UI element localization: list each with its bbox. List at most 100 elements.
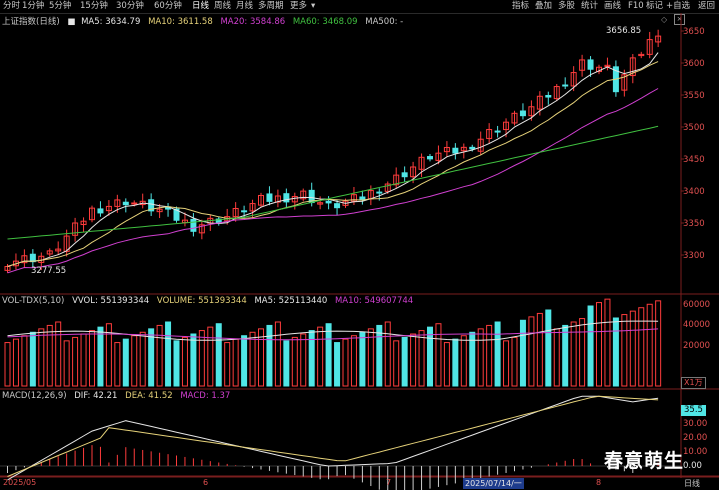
btn-statistics[interactable]: 统计 <box>581 1 599 11</box>
volume-bar <box>80 333 87 387</box>
period-toolbar: 分时 1分钟 5分钟 15分钟 30分钟 60分钟 日线 周线 月线 多周期 更… <box>0 0 719 14</box>
candle-body <box>291 196 298 203</box>
candle-body <box>621 74 628 91</box>
candle-body <box>562 84 569 87</box>
btn-indicators[interactable]: 指标 <box>512 1 530 11</box>
tab-15min[interactable]: 15分钟 <box>80 1 108 11</box>
volume-bar <box>638 307 645 387</box>
volume-bar <box>393 340 400 387</box>
btn-add-watchlist[interactable]: +自选 <box>666 1 691 11</box>
candle-body <box>350 194 357 202</box>
tab-5min[interactable]: 5分钟 <box>49 1 72 11</box>
candle-body <box>258 194 264 206</box>
btn-mark[interactable]: 标记 <box>646 1 664 11</box>
volume-label: VOLUME: 551393344 <box>156 296 247 306</box>
tab-monthly[interactable]: 月线 <box>236 1 254 11</box>
candle-body <box>334 203 341 209</box>
volume-bar <box>579 318 586 387</box>
volume-bar <box>258 328 264 387</box>
vol-ma5-label: MA5: 525113440 <box>254 296 328 306</box>
more-chevron-icon[interactable]: ▾ <box>311 1 316 11</box>
btn-multi-stock[interactable]: 多股 <box>558 1 576 11</box>
candle-body <box>655 35 662 43</box>
candle-body <box>427 156 433 160</box>
volume-bar <box>342 338 349 387</box>
candle-body <box>190 218 197 232</box>
volume-bar <box>224 342 231 387</box>
volume-bar <box>241 335 248 387</box>
tab-60min[interactable]: 60分钟 <box>154 1 182 11</box>
date-label-aug: 8 <box>596 478 602 487</box>
volume-bar <box>477 328 484 387</box>
volume-bar <box>427 326 433 387</box>
candle-body <box>114 199 121 207</box>
axis-macd-0: 0.00 <box>683 461 702 471</box>
close-icon[interactable]: × <box>674 14 685 25</box>
vol-unit-badge: X1万 <box>681 377 706 389</box>
btn-f10[interactable]: F10 <box>628 1 644 11</box>
candle-body <box>274 195 281 203</box>
candle-body <box>4 266 11 271</box>
candle-body <box>452 147 459 154</box>
volume-bar <box>528 316 535 387</box>
candle-body <box>55 248 62 252</box>
axis-price-3400: 3400 <box>683 187 705 197</box>
axis-vol-40000: 40000 <box>683 320 711 330</box>
tab-weekly[interactable]: 周线 <box>214 1 232 11</box>
tab-multi-period[interactable]: 多周期 <box>258 1 284 11</box>
watermark-text: 春意萌生 <box>604 450 685 472</box>
tab-1min[interactable]: 1分钟 <box>22 1 45 11</box>
candle-body <box>460 146 467 152</box>
axis-price-3550: 3550 <box>683 91 705 101</box>
volume-bar <box>198 330 205 387</box>
btn-draw[interactable]: 画线 <box>604 1 622 11</box>
volume-bar <box>452 338 459 387</box>
axis-vol-20000: 20000 <box>683 341 711 351</box>
macd-current-value-badge: 35.5 <box>681 405 706 416</box>
vol-ma5-line <box>7 320 659 341</box>
volume-bar <box>367 328 374 387</box>
volume-bar <box>570 321 577 387</box>
collapse-icon[interactable]: ◇ <box>661 15 668 24</box>
volume-bar <box>350 335 357 387</box>
volume-bar <box>249 331 256 387</box>
btn-overlay[interactable]: 叠加 <box>535 1 553 11</box>
ma20-line <box>7 88 659 274</box>
candle-body <box>536 95 543 110</box>
volume-bar <box>173 340 180 387</box>
candle-body <box>325 200 332 204</box>
volume-bar <box>401 336 408 387</box>
candle-body <box>570 72 577 87</box>
macd-value-label: MACD: 1.37 <box>180 391 231 401</box>
volume-bar <box>359 331 366 387</box>
tab-intraday[interactable]: 分时 <box>3 1 21 11</box>
axis-price-3300: 3300 <box>683 251 705 261</box>
tab-more[interactable]: 更多 <box>290 1 308 11</box>
candle-body <box>131 202 138 205</box>
candle-body <box>376 191 383 194</box>
volume-bar <box>72 336 79 387</box>
volume-bar <box>29 331 36 387</box>
ma60-line <box>7 125 659 240</box>
volume-bar <box>46 324 53 387</box>
volume-bar <box>215 323 222 387</box>
vol-ma10-line <box>7 328 659 341</box>
macd-title: MACD(12,26,9) <box>2 391 67 401</box>
tab-daily[interactable]: 日线 <box>192 1 210 11</box>
volume-bar <box>469 331 476 387</box>
volume-bar <box>553 328 560 387</box>
tab-30min[interactable]: 30分钟 <box>116 1 144 11</box>
candle-body <box>477 138 484 152</box>
candle-body <box>283 193 290 203</box>
candle-body <box>249 203 256 212</box>
candle-body <box>105 205 112 212</box>
vol-ma10-label: MA10: 549607744 <box>334 296 414 306</box>
axis-price-3500: 3500 <box>683 123 705 133</box>
btn-back[interactable]: 返回 <box>698 1 716 11</box>
volume-bar <box>325 323 332 387</box>
candle-body <box>97 208 104 214</box>
ma10-line <box>7 61 659 267</box>
volume-bar <box>308 330 315 387</box>
volume-bar <box>587 305 594 387</box>
